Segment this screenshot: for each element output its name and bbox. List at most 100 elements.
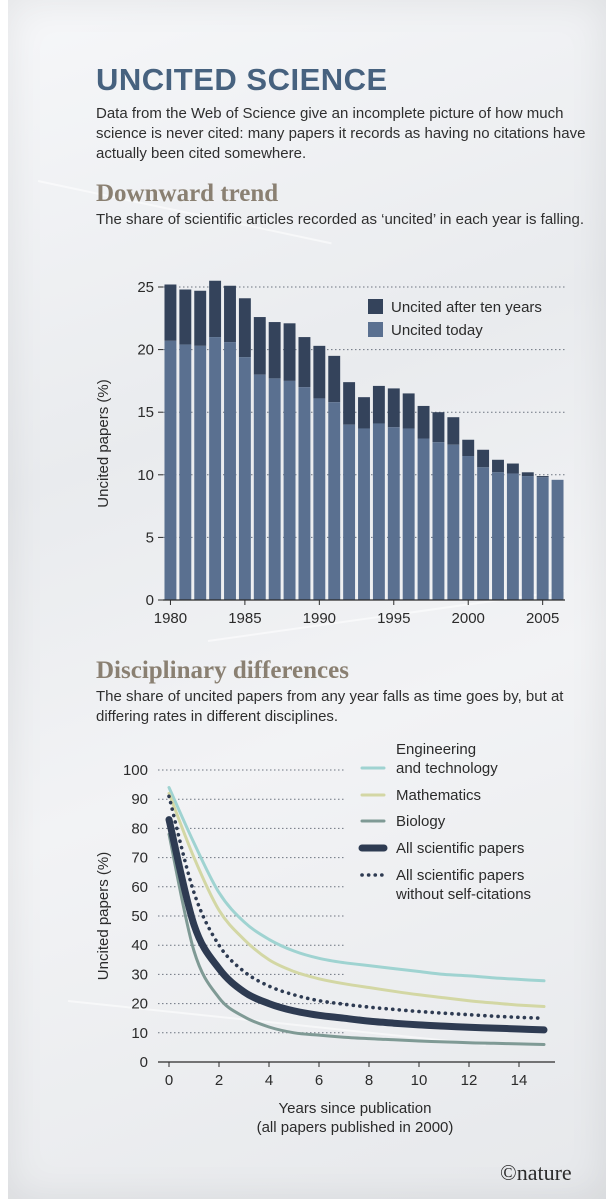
y-tick-label: 80 xyxy=(131,820,148,837)
bar-uncited-after-ten-years xyxy=(268,322,281,379)
section-title-downward-trend: Downward trend xyxy=(96,180,279,207)
x-tick-label: 1980 xyxy=(154,610,187,627)
bar-uncited-after-ten-years xyxy=(298,337,311,388)
bar-uncited-today xyxy=(477,467,490,600)
x-axis-label: Years since publication xyxy=(279,1100,432,1117)
bar-uncited-today xyxy=(506,473,519,600)
bar-uncited-after-ten-years xyxy=(372,385,385,424)
bar-uncited-today xyxy=(372,423,385,600)
x-axis-label-secondary: (all papers published in 2000) xyxy=(257,1119,454,1136)
bar-uncited-today xyxy=(194,345,207,600)
bar-uncited-today xyxy=(313,398,326,600)
x-tick-label: 2 xyxy=(215,1072,223,1089)
bar-uncited-today xyxy=(179,344,192,600)
x-tick-label: 12 xyxy=(461,1072,478,1089)
x-tick-label: 2005 xyxy=(526,610,559,627)
x-tick-label: 4 xyxy=(265,1072,273,1089)
series-line-all-papers-no-self-citations xyxy=(167,794,546,1020)
x-tick-label: 10 xyxy=(411,1072,428,1089)
x-tick-label: 14 xyxy=(511,1072,528,1089)
legend-label-line2: without self-citations xyxy=(395,886,531,903)
bar-uncited-after-ten-years xyxy=(402,393,415,429)
bar-uncited-today xyxy=(402,428,415,600)
legend-label: All scientific papers xyxy=(396,867,524,884)
bar-uncited-today xyxy=(387,427,400,600)
bar-uncited-today xyxy=(238,357,251,600)
legend-label: Mathematics xyxy=(396,787,481,804)
bar-uncited-today xyxy=(328,402,341,600)
x-tick-label: 1985 xyxy=(228,610,261,627)
bar-uncited-after-ten-years xyxy=(506,463,519,474)
series-line-all-papers xyxy=(165,816,548,1034)
x-tick-label: 0 xyxy=(165,1072,173,1089)
legend-label: Uncited today xyxy=(391,322,483,339)
y-tick-label: 50 xyxy=(131,908,148,925)
legend-label: All scientific papers xyxy=(396,840,524,857)
section-subtitle-downward-trend: The share of scientific articles recorde… xyxy=(96,211,585,228)
bar-uncited-after-ten-years xyxy=(164,284,177,341)
bar-uncited-today xyxy=(283,380,296,600)
bar-uncited-today xyxy=(536,477,549,600)
bar-uncited-after-ten-years xyxy=(462,439,475,457)
bar-uncited-after-ten-years xyxy=(224,285,236,343)
legend-label: Uncited after ten years xyxy=(391,299,542,316)
bar-uncited-today xyxy=(551,479,564,600)
bar-uncited-today xyxy=(343,424,356,600)
legend-label: Engineering xyxy=(396,741,476,758)
bar-uncited-after-ten-years xyxy=(238,298,251,358)
y-tick-label: 20 xyxy=(131,996,148,1013)
legend-label: Biology xyxy=(396,813,446,830)
bar-uncited-today xyxy=(298,387,311,600)
bar-uncited-today xyxy=(447,444,460,600)
y-tick-label: 15 xyxy=(137,404,154,421)
bar-uncited-today xyxy=(224,342,236,600)
page-title: UNCITED SCIENCE xyxy=(96,62,388,97)
series-line-biology xyxy=(167,832,546,1046)
bar-uncited-after-ten-years xyxy=(387,388,400,428)
intro-text: Data from the Web of Science give an inc… xyxy=(96,105,586,162)
y-tick-label: 70 xyxy=(131,850,148,867)
bar-uncited-after-ten-years xyxy=(492,459,504,473)
line-chart-uncited-by-discipline: 0 10 20 30 40 50 60 70 80 90 100 0 2 4 6 8 10 12 14 Uncited… xyxy=(95,741,555,1136)
bar-uncited-after-ten-years xyxy=(358,397,370,429)
legend-label-line2: and technology xyxy=(396,760,498,777)
series-line-engineering xyxy=(167,786,546,983)
bar-uncited-after-ten-years xyxy=(328,355,341,403)
section-title-disciplinary-differences: Disciplinary differences xyxy=(96,657,349,684)
bar-uncited-after-ten-years xyxy=(283,323,296,381)
bar-uncited-today xyxy=(462,456,475,600)
bar-uncited-today xyxy=(268,378,281,600)
bar-uncited-today xyxy=(358,428,370,600)
y-tick-label: 60 xyxy=(131,879,148,896)
bar-uncited-today xyxy=(492,472,504,600)
y-tick-label: 40 xyxy=(131,937,148,954)
x-tick-label: 2000 xyxy=(452,610,485,627)
bar-uncited-today xyxy=(521,476,534,600)
legend-swatch xyxy=(368,322,383,337)
y-tick-label: 20 xyxy=(137,342,154,359)
bar-uncited-after-ten-years xyxy=(194,290,207,346)
y-tick-label: 0 xyxy=(140,1054,148,1071)
legend-swatch xyxy=(368,299,383,314)
y-tick-label: 25 xyxy=(137,279,154,296)
bar-uncited-after-ten-years xyxy=(179,289,192,345)
bar-uncited-today xyxy=(164,340,177,600)
y-tick-label: 0 xyxy=(146,592,154,609)
bar-uncited-after-ten-years xyxy=(209,280,222,338)
bar-uncited-after-ten-years xyxy=(521,472,534,477)
y-tick-label: 90 xyxy=(131,791,148,808)
x-tick-label: 6 xyxy=(315,1072,323,1089)
bar-uncited-after-ten-years xyxy=(343,382,356,425)
y-tick-label: 5 xyxy=(146,529,154,546)
bar-uncited-today xyxy=(253,374,266,600)
y-tick-label: 10 xyxy=(137,467,154,484)
bar-uncited-after-ten-years xyxy=(477,449,490,468)
x-tick-label: 1995 xyxy=(377,610,410,627)
nature-logo: ©nature xyxy=(500,1160,572,1185)
bar-uncited-today xyxy=(417,438,430,600)
bar-uncited-after-ten-years xyxy=(536,476,549,478)
bar-uncited-today xyxy=(209,337,222,600)
y-axis-label: Uncited papers (%) xyxy=(95,852,112,980)
bar-uncited-after-ten-years xyxy=(447,417,460,445)
x-tick-label: 1990 xyxy=(303,610,336,627)
